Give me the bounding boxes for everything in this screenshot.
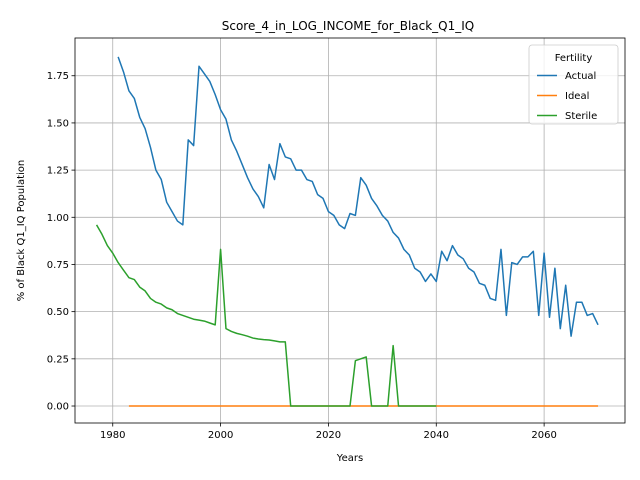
y-tick-label: 0.75 (47, 260, 69, 271)
y-tick-label: 0.00 (47, 402, 69, 413)
y-tick-label: 1.00 (47, 213, 69, 224)
legend-entry-label: Ideal (565, 91, 589, 102)
legend-entry-label: Sterile (565, 111, 597, 122)
x-axis-ticks: 1980 2000 2020 2040 2060 (100, 423, 557, 441)
legend-box (528, 44, 619, 125)
x-tick-label: 1980 (100, 430, 125, 441)
y-tick-label: 0.25 (47, 354, 69, 365)
x-tick-label: 2040 (424, 430, 449, 441)
series-group (95, 56, 599, 407)
x-tick-label: 2000 (208, 430, 233, 441)
series-line-actual (117, 56, 599, 337)
legend: Fertility Actual Ideal Sterile (528, 44, 619, 125)
y-axis-label: % of Black Q1_IQ Population (16, 160, 27, 302)
series-line-sterile (95, 224, 437, 407)
y-tick-label: 0.50 (47, 307, 69, 318)
y-tick-label: 1.25 (47, 166, 69, 177)
y-axis-ticks: 0.00 0.25 0.50 0.75 1.00 1.25 1.50 1.75 (47, 71, 75, 413)
legend-entry-label: Actual (565, 71, 596, 82)
x-tick-label: 2060 (531, 430, 556, 441)
x-axis-label: Years (336, 453, 363, 464)
y-tick-label: 1.75 (47, 71, 69, 82)
legend-title: Fertility (555, 53, 593, 64)
plot-border (74, 37, 626, 424)
y-tick-label: 1.50 (47, 118, 69, 129)
x-tick-label: 2020 (316, 430, 341, 441)
chart-title: Score_4_in_LOG_INCOME_for_Black_Q1_IQ (222, 19, 475, 33)
